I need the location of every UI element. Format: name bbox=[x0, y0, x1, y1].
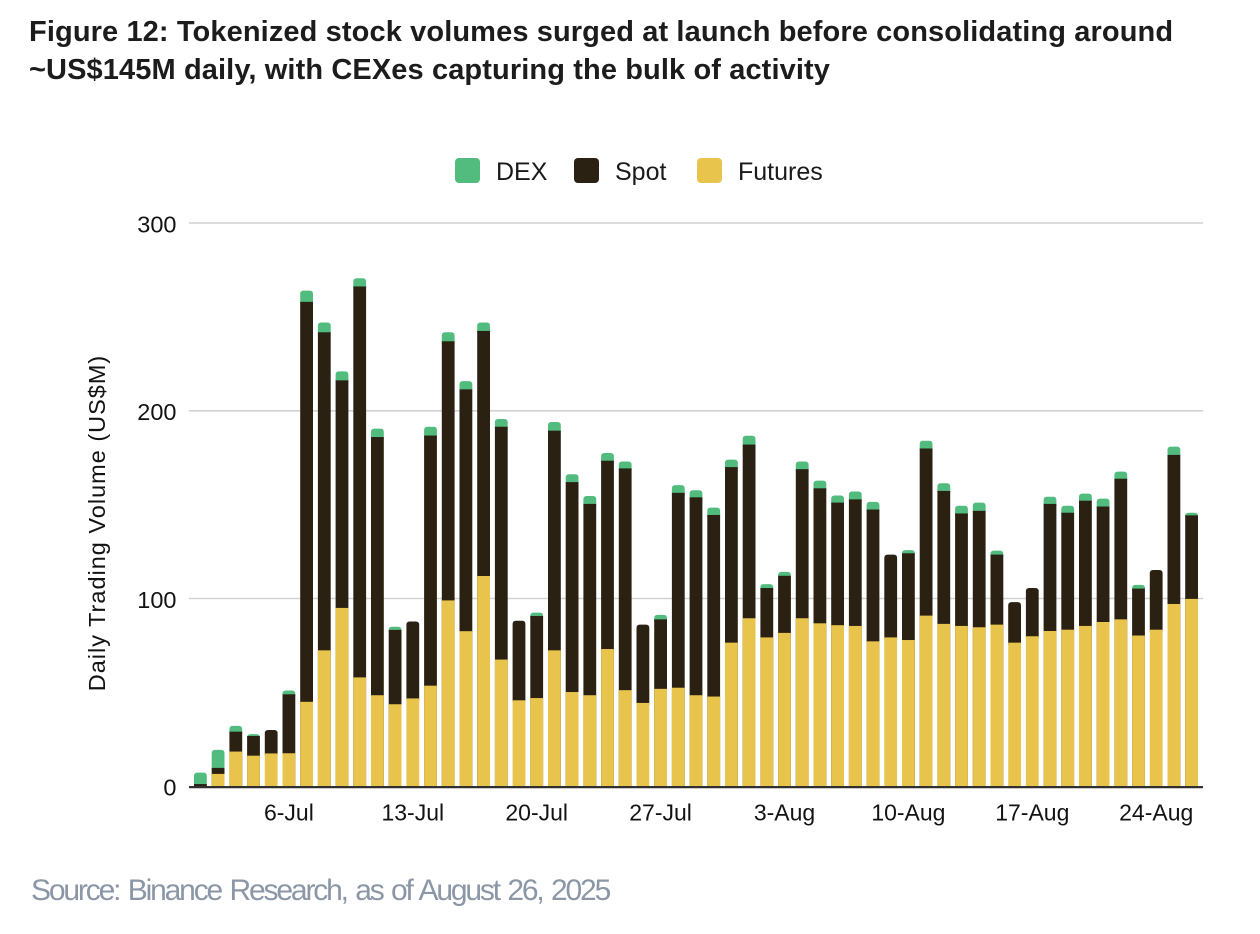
svg-text:20-Jul: 20-Jul bbox=[505, 799, 568, 825]
svg-text:3-Aug: 3-Aug bbox=[754, 799, 815, 825]
svg-text:Daily Trading Volume (US$M): Daily Trading Volume (US$M) bbox=[84, 355, 110, 692]
svg-text:300: 300 bbox=[137, 211, 176, 237]
svg-text:10-Aug: 10-Aug bbox=[871, 799, 945, 825]
svg-text:200: 200 bbox=[137, 399, 176, 425]
svg-text:27-Jul: 27-Jul bbox=[629, 799, 692, 825]
svg-text:100: 100 bbox=[137, 587, 176, 613]
svg-text:24-Aug: 24-Aug bbox=[1119, 799, 1193, 825]
svg-text:17-Aug: 17-Aug bbox=[995, 799, 1069, 825]
svg-text:Futures: Futures bbox=[738, 158, 823, 186]
svg-text:DEX: DEX bbox=[496, 158, 548, 186]
svg-text:Spot: Spot bbox=[615, 158, 666, 186]
svg-text:6-Jul: 6-Jul bbox=[264, 799, 314, 825]
svg-text:0: 0 bbox=[163, 775, 176, 801]
svg-text:13-Jul: 13-Jul bbox=[381, 799, 444, 825]
